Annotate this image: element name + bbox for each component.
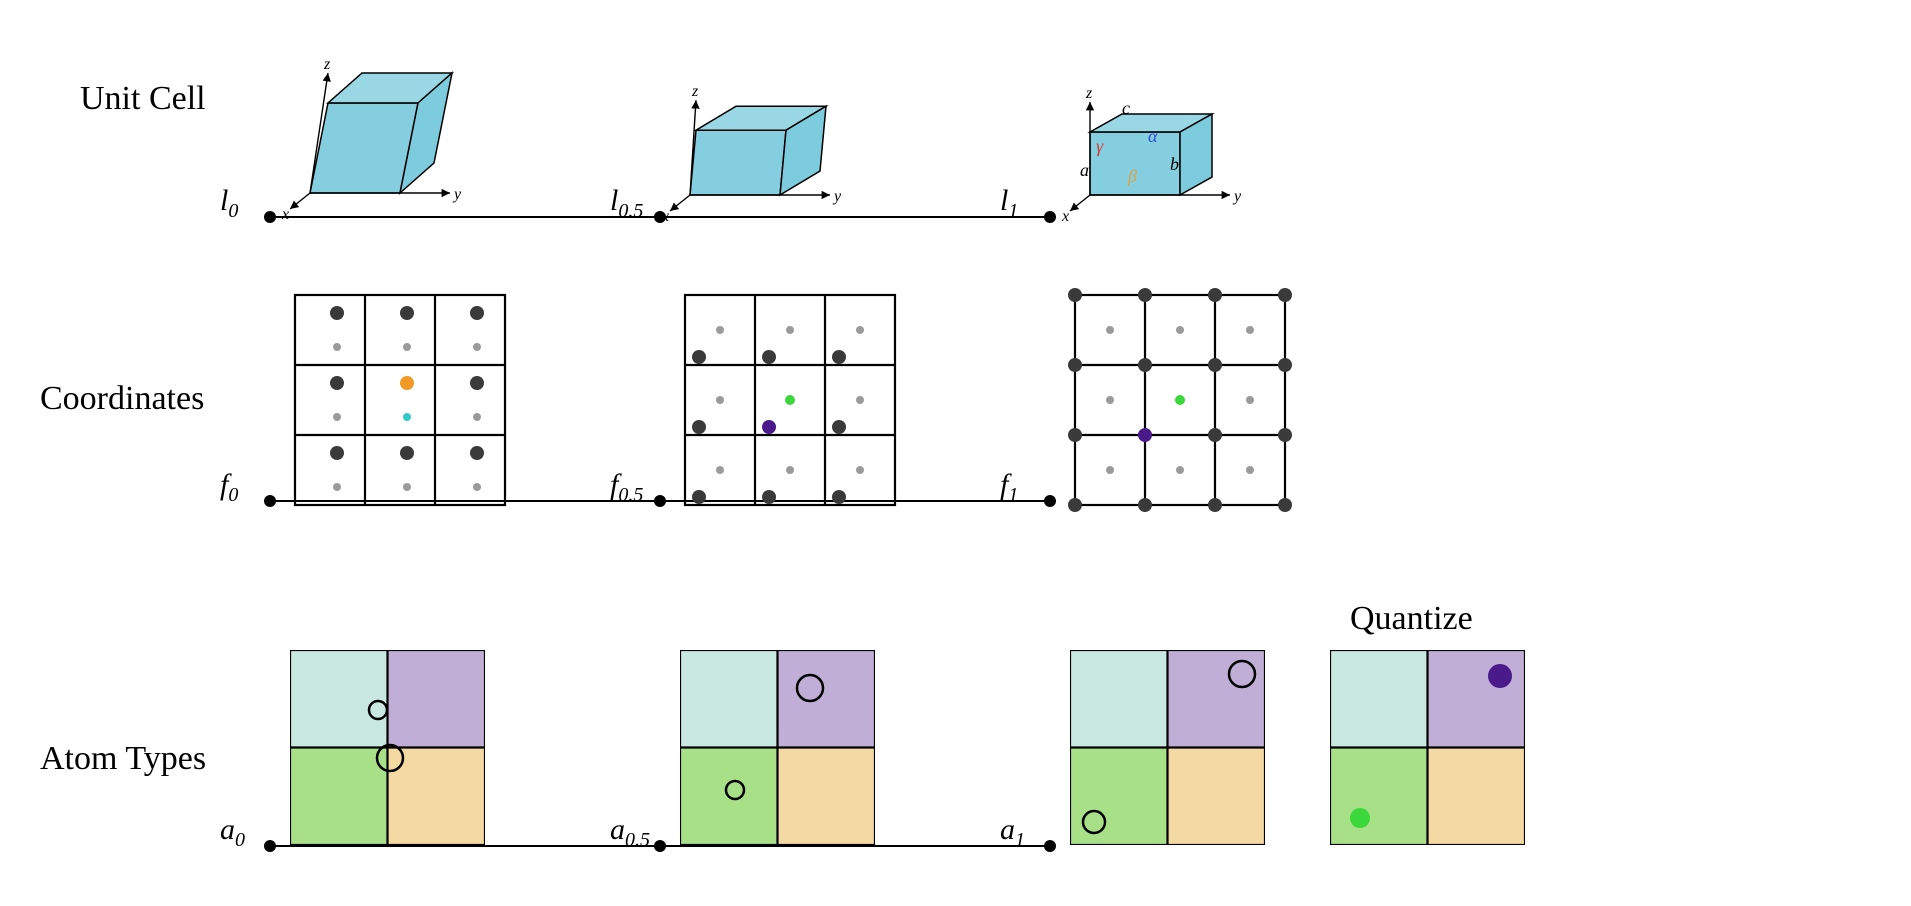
svg-text:c: c <box>1122 98 1130 118</box>
svg-text:z: z <box>1085 85 1093 102</box>
timeline-label: a0 <box>220 813 245 852</box>
timeline-label: a1 <box>1000 813 1025 852</box>
svg-text:y: y <box>452 186 462 203</box>
timeline-label: f0.5 <box>610 468 643 507</box>
svg-text:a: a <box>1080 160 1089 180</box>
coord-grid-1 <box>675 285 905 515</box>
svg-text:b: b <box>1170 154 1179 174</box>
svg-text:γ: γ <box>1096 136 1104 156</box>
row-label-coordinates: Coordinates <box>40 380 204 418</box>
unit-cell-cube-0: x y z <box>280 8 540 223</box>
timeline-dot <box>264 840 276 852</box>
timeline-dot <box>654 840 666 852</box>
timeline-dot <box>1044 211 1056 223</box>
atom-quad-1 <box>680 650 875 850</box>
svg-text:α: α <box>1148 126 1158 146</box>
timeline-label: l0.5 <box>610 184 643 223</box>
row-label-atom-types: Atom Types <box>40 740 206 778</box>
svg-text:y: y <box>832 188 842 205</box>
unit-cell-cube-2: x y z γ αβ a b c <box>1060 40 1325 225</box>
timeline-dot <box>1044 840 1056 852</box>
row-label-unit-cell: Unit Cell <box>80 80 206 118</box>
svg-text:x: x <box>661 208 669 225</box>
svg-text:β: β <box>1127 166 1137 186</box>
timeline-label: a0.5 <box>610 813 650 852</box>
atom-quad-2 <box>1070 650 1265 850</box>
coord-grid-0 <box>285 285 515 515</box>
coord-grid-2 <box>1065 285 1295 515</box>
svg-text:z: z <box>323 56 331 73</box>
atom-quad-3 <box>1330 650 1525 850</box>
timeline-label: f0 <box>220 468 238 507</box>
svg-text:z: z <box>691 83 699 100</box>
timeline-label: l0 <box>220 184 238 223</box>
svg-text:x: x <box>281 206 289 223</box>
timeline-dot <box>264 495 276 507</box>
svg-text:y: y <box>1232 188 1242 205</box>
timeline-dot <box>654 495 666 507</box>
timeline-label: l1 <box>1000 184 1018 223</box>
diagram-container: Unit Cell Coordinates Atom Types Quantiz… <box>0 0 1911 906</box>
timeline-dot <box>1044 495 1056 507</box>
timeline-dot <box>264 211 276 223</box>
svg-text:x: x <box>1061 208 1069 225</box>
atom-quad-0 <box>290 650 485 850</box>
unit-cell-cube-1: x y z <box>660 40 950 225</box>
quantize-label: Quantize <box>1350 600 1473 638</box>
timeline-label: f1 <box>1000 468 1018 507</box>
